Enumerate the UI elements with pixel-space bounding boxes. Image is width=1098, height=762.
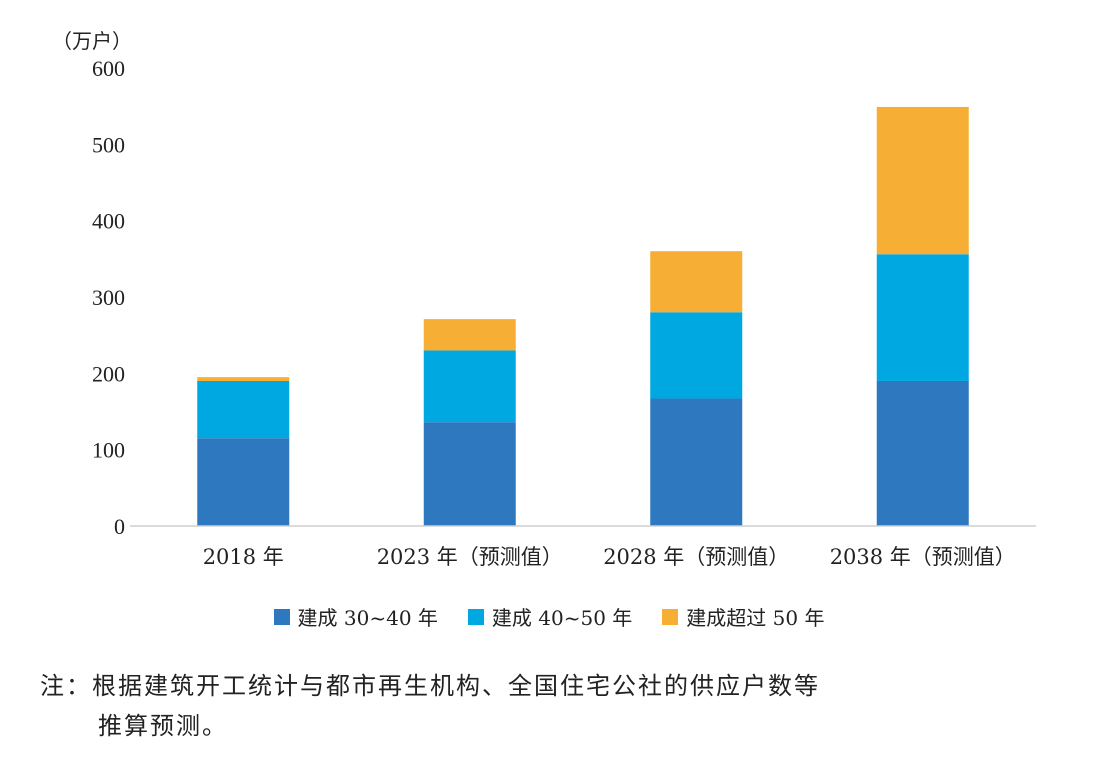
legend-item: 建成 40~50 年 [467,602,633,631]
y-tick-label: 500 [92,132,125,157]
bar-segment [423,319,516,351]
legend-item: 建成 30~40 年 [273,602,438,631]
y-tick-label: 0 [114,514,125,539]
footnote-line-2: 推算预测。 [98,712,228,740]
x-tick-label: 2038 年（预测值） [830,545,1016,569]
bar-segment [650,398,743,526]
bar-segment [650,251,743,313]
legend-item: 建成超过 50 年 [662,602,824,631]
y-tick-label: 200 [92,361,125,386]
legend-swatch [467,608,484,625]
y-tick-label: 400 [92,209,125,234]
y-axis-ticks: 0 100 200 300 400 500 600 [92,56,125,539]
bar-segment [876,254,969,381]
legend-swatch [662,608,679,625]
x-tick-label: 2023 年（预测值） [377,545,563,569]
legend: 建成 30~40 年 建成 40~50 年 建成超过 50 年 [0,602,1098,631]
bar-segment [876,106,969,255]
x-axis-labels: 2018 年 2023 年（预测值） 2028 年（预测值） 2038 年（预测值） [203,545,1016,569]
bar-segment [650,312,743,399]
y-tick-label: 100 [92,438,125,463]
y-axis-unit: （万户） [52,29,132,53]
legend-label: 建成 30~40 年 [297,606,438,630]
legend-label: 建成超过 50 年 [686,606,825,630]
bar-segment [423,350,516,423]
bar-segment [423,422,516,526]
stacked-bar-chart: （万户） 0 100 200 300 400 500 600 2018 年 2023 年（预测… [52,29,1036,569]
legend-label: 建成 40~50 年 [491,606,633,630]
bar-segment [876,380,969,526]
bar-segment [197,380,290,439]
bar-segment [197,438,290,526]
y-tick-label: 600 [92,56,125,81]
bar-segment [197,377,290,381]
legend-swatch [273,608,290,625]
bars [197,106,969,526]
footnote-line-1: 注：根据建筑开工统计与都市再生机构、全国住宅公社的供应户数等 [40,672,820,700]
footnote: 注：根据建筑开工统计与都市再生机构、全国住宅公社的供应户数等 推算预测。 [40,666,1070,746]
x-tick-label: 2018 年 [203,545,284,569]
x-tick-label: 2028 年（预测值） [603,545,789,569]
y-tick-label: 300 [92,285,125,310]
